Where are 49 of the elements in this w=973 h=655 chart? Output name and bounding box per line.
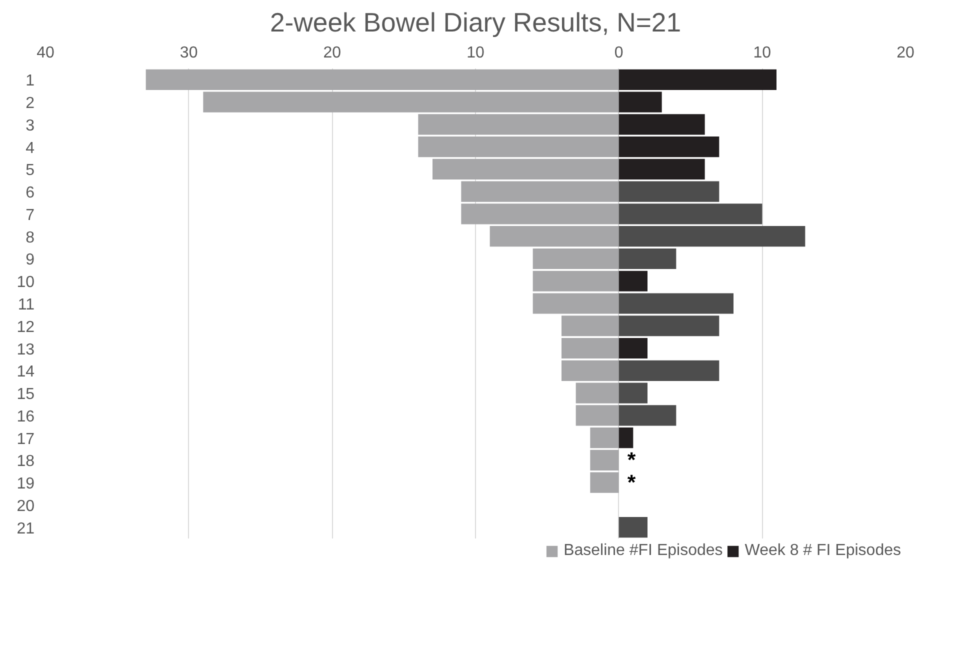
y-tick-label: 2 (26, 95, 35, 112)
bar (432, 158, 619, 180)
y-tick-label: 21 (16, 520, 35, 538)
y-tick-label: 9 (26, 252, 35, 269)
x-tick-label: 40 (36, 44, 54, 62)
bar (590, 472, 619, 493)
y-tick-label: 1 (26, 72, 35, 90)
y-tick-label: 20 (16, 498, 35, 515)
x-tick-label: 20 (896, 44, 914, 62)
y-tick-label: 4 (26, 140, 35, 157)
y-tick-label: 15 (16, 386, 35, 404)
y-tick-label: 17 (16, 430, 35, 448)
bar (618, 158, 705, 180)
bar (618, 427, 634, 448)
annotation: * (627, 470, 636, 495)
bar (618, 69, 776, 90)
legend-label: Baseline #FI Episodes (564, 542, 723, 560)
bar (618, 248, 676, 270)
y-tick-label: 7 (26, 206, 35, 224)
y-tick-label: 18 (16, 453, 35, 470)
x-tick-label: 0 (614, 44, 624, 62)
bar (532, 248, 619, 270)
bar (562, 338, 619, 359)
bar (146, 69, 619, 90)
x-tick-label: 10 (753, 44, 772, 62)
bar (418, 136, 619, 158)
y-tick-label: 11 (18, 296, 35, 314)
y-tick-label: 12 (16, 318, 35, 336)
x-tick-label: 30 (180, 44, 198, 62)
y-tick-label: 5 (26, 162, 35, 180)
y-tick-label: 10 (16, 274, 35, 292)
bar (618, 136, 720, 158)
bar (590, 427, 619, 448)
y-tick-label: 8 (26, 229, 35, 246)
bar (618, 338, 648, 359)
y-tick-label: 14 (16, 364, 35, 381)
x-tick-label: 20 (323, 44, 342, 62)
chart-title: 2-week Bowel Diary Results, N=21 (270, 8, 682, 38)
x-tick-label: 10 (466, 44, 484, 62)
y-tick-label: 16 (16, 408, 35, 426)
bar (618, 270, 648, 292)
bar (590, 450, 619, 470)
legend-label: Week 8 # FI Episodes (744, 542, 901, 560)
annotation: * (627, 448, 636, 472)
y-tick-label: 3 (26, 117, 35, 134)
y-tick-label: 19 (16, 476, 35, 493)
y-tick-label: 13 (16, 341, 35, 358)
bar (618, 517, 648, 538)
y-tick-label: 6 (26, 184, 35, 202)
